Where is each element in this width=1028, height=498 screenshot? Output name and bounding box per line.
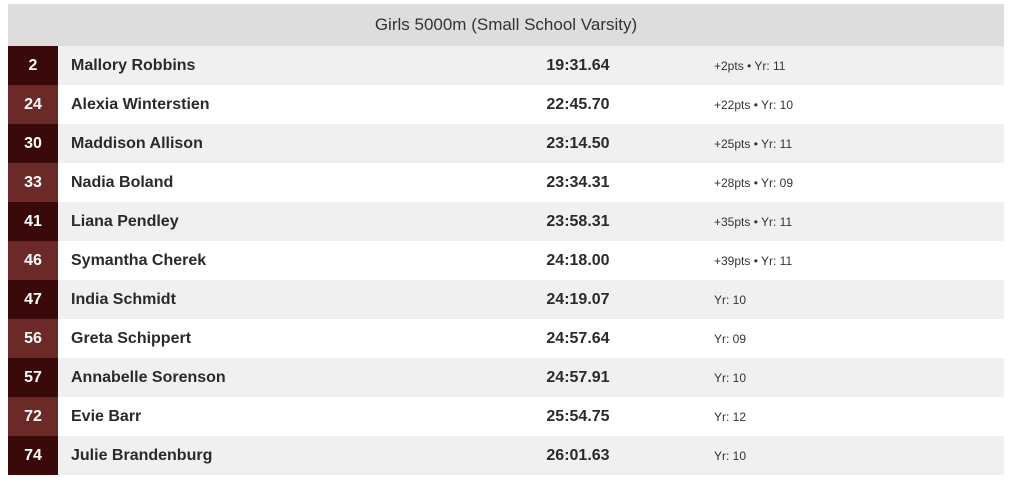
finish-time: 22:45.70 [546, 95, 610, 113]
athlete-meta: +28pts • Yr: 09 [714, 175, 794, 190]
place-badge: 41 [8, 202, 58, 241]
athlete-name-link[interactable]: Alexia Winterstien [71, 95, 210, 113]
table-row[interactable]: 41 Liana Pendley 23:58.31 +35pts • Yr: 11 [8, 202, 1004, 241]
athlete-name-link[interactable]: India Schmidt [71, 290, 176, 308]
table-row[interactable]: 47 India Schmidt 24:19.07 Yr: 10 [8, 280, 1004, 319]
place-badge: 24 [8, 85, 58, 124]
finish-time: 24:18.00 [546, 251, 610, 269]
finish-time: 23:34.31 [546, 173, 610, 191]
finish-time: 24:19.07 [546, 290, 610, 308]
place-badge: 47 [8, 280, 58, 319]
table-row[interactable]: 24 Alexia Winterstien 22:45.70 +22pts • Yr:… [8, 85, 1004, 124]
finish-time: 23:14.50 [546, 134, 610, 152]
athlete-meta: +2pts • Yr: 11 [714, 58, 786, 73]
athlete-meta: Yr: 09 [714, 331, 747, 346]
athlete-meta: Yr: 10 [714, 448, 747, 463]
athlete-meta: Yr: 10 [714, 370, 747, 385]
finish-time: 26:01.63 [546, 446, 610, 464]
athlete-meta: +35pts • Yr: 11 [714, 214, 793, 229]
athlete-meta: Yr: 10 [714, 292, 747, 307]
finish-time: 23:58.31 [546, 212, 610, 230]
place-badge: 2 [8, 46, 58, 85]
athlete-name-link[interactable]: Liana Pendley [71, 212, 179, 230]
athlete-name-link[interactable]: Maddison Allison [71, 134, 203, 152]
athlete-meta: +22pts • Yr: 10 [714, 97, 794, 112]
table-row[interactable]: 56 Greta Schippert 24:57.64 Yr: 09 [8, 319, 1004, 358]
finish-time: 19:31.64 [546, 56, 610, 74]
athlete-meta: +39pts • Yr: 11 [714, 253, 793, 268]
place-badge: 30 [8, 124, 58, 163]
table-row[interactable]: 74 Julie Brandenburg 26:01.63 Yr: 10 [8, 436, 1004, 475]
place-badge: 57 [8, 358, 58, 397]
place-badge: 46 [8, 241, 58, 280]
table-row[interactable]: 2 Mallory Robbins 19:31.64 +2pts • Yr: 11 [8, 46, 1004, 85]
results-list: 2 Mallory Robbins 19:31.64 +2pts • Yr: 11 24… [8, 46, 1004, 475]
athlete-meta: Yr: 12 [714, 409, 747, 424]
athlete-name-link[interactable]: Evie Barr [71, 407, 142, 425]
finish-time: 24:57.64 [546, 329, 610, 347]
table-row[interactable]: 46 Symantha Cherek 24:18.00 +39pts • Yr: 11 [8, 241, 1004, 280]
athlete-name-link[interactable]: Symantha Cherek [71, 251, 207, 269]
table-header: Girls 5000m (Small School Varsity) [8, 4, 1004, 46]
place-badge: 72 [8, 397, 58, 436]
athlete-meta: +25pts • Yr: 11 [714, 136, 793, 151]
table-row[interactable]: 72 Evie Barr 25:54.75 Yr: 12 [8, 397, 1004, 436]
place-badge: 56 [8, 319, 58, 358]
results-table: Girls 5000m (Small School Varsity) 2 Mall… [8, 4, 1004, 475]
athlete-name-link[interactable]: Julie Brandenburg [71, 446, 213, 464]
table-row[interactable]: 30 Maddison Allison 23:14.50 +25pts • Yr: 1… [8, 124, 1004, 163]
event-title: Girls 5000m (Small School Varsity) [374, 15, 638, 34]
table-row[interactable]: 57 Annabelle Sorenson 24:57.91 Yr: 10 [8, 358, 1004, 397]
place-badge: 74 [8, 436, 58, 475]
athlete-name-link[interactable]: Mallory Robbins [71, 56, 196, 74]
finish-time: 25:54.75 [546, 407, 610, 425]
athlete-name-link[interactable]: Nadia Boland [71, 173, 174, 191]
table-row[interactable]: 33 Nadia Boland 23:34.31 +28pts • Yr: 09 [8, 163, 1004, 202]
place-badge: 33 [8, 163, 58, 202]
athlete-name-link[interactable]: Annabelle Sorenson [71, 368, 226, 386]
athlete-name-link[interactable]: Greta Schippert [71, 329, 192, 347]
finish-time: 24:57.91 [546, 368, 610, 386]
